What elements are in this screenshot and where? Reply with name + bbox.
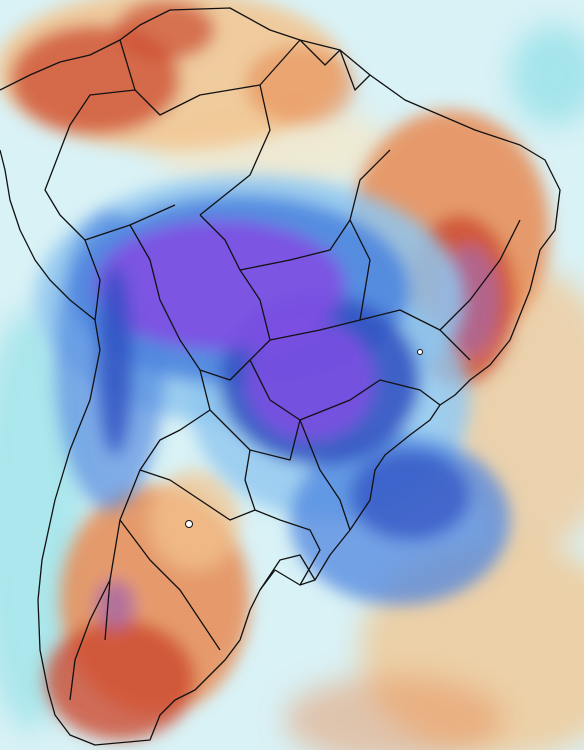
- border-line: [119, 519, 221, 651]
- border-line: [69, 579, 111, 701]
- border-line: [299, 379, 441, 421]
- border-line: [44, 89, 176, 241]
- border-line: [129, 214, 271, 381]
- border-line: [439, 219, 521, 331]
- warm-anomaly-north: [0, 0, 355, 150]
- border-line: [259, 554, 316, 591]
- cold-anomaly-core: [35, 175, 510, 605]
- border-line: [84, 239, 101, 321]
- border-line: [244, 449, 321, 586]
- border-line: [269, 309, 471, 361]
- border-line: [299, 419, 351, 531]
- border-line: [299, 39, 341, 66]
- warm-anomaly-argentina: [45, 470, 250, 740]
- border-line: [199, 84, 271, 216]
- border-line: [339, 49, 371, 91]
- country-borders: [0, 7, 561, 746]
- border-line: [139, 469, 256, 521]
- border-line: [239, 219, 351, 271]
- lake-markers: [185, 349, 423, 528]
